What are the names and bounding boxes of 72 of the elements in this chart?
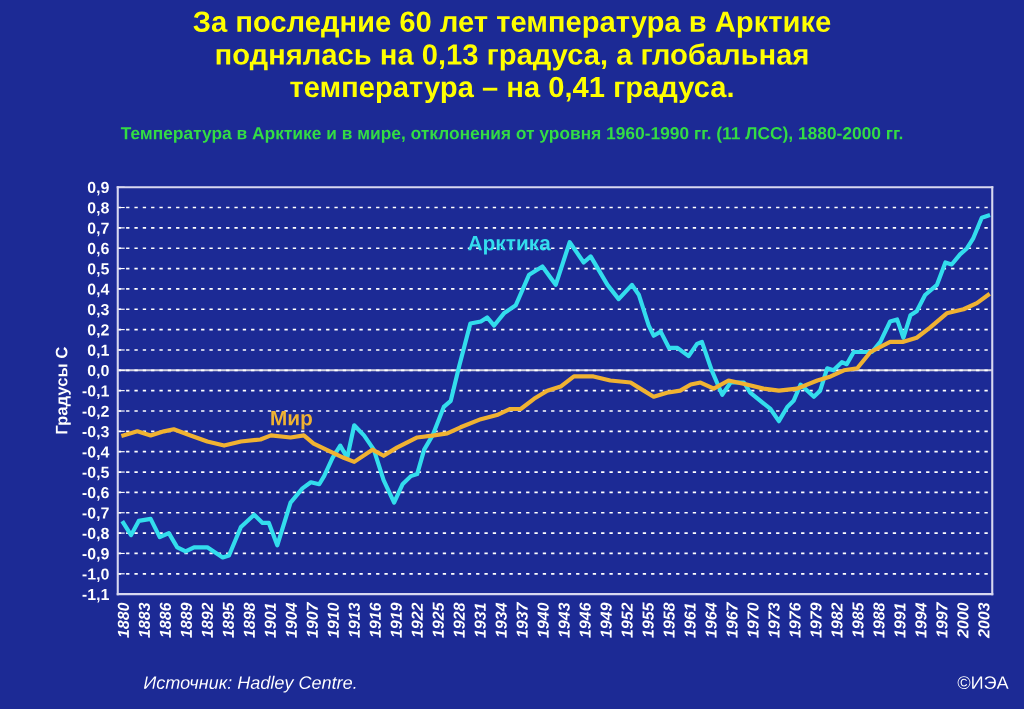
x-tick-label: 1952: [621, 602, 633, 638]
x-tick-label: 1892: [201, 602, 213, 638]
x-tick-label: 1982: [831, 602, 843, 638]
x-tick-label: 1898: [243, 602, 255, 638]
x-tick-label: 1940: [537, 602, 549, 638]
y-tick-label: -0,7: [82, 507, 109, 522]
x-tick-label: 2003: [978, 602, 990, 639]
text: ©ИЭА: [957, 676, 1009, 690]
series-label: Мир: [271, 410, 312, 430]
x-tick-label: 1907: [306, 601, 318, 638]
x-tick-label: 1895: [222, 602, 234, 638]
x-tick-label: 1955: [642, 602, 654, 638]
y-tick-label: 0,6: [87, 242, 109, 257]
x-tick-label: 1883: [138, 602, 151, 638]
x-tick-label: 1889: [180, 602, 193, 638]
x-tick-label: 1904: [285, 602, 297, 638]
x-tick-label: 1997: [936, 601, 948, 638]
chart-subtitle: Температура в Арктике и в мире, отклонения от уровня 1960-1990 гг. (11 ЛСС), 1880-2000 гг.: [120, 126, 903, 143]
x-tick-label: 1925: [432, 602, 444, 638]
x-tick-label: 1970: [747, 602, 759, 638]
y-tick-label: -0,6: [82, 487, 109, 501]
x-tick-label: 1937: [516, 601, 528, 638]
series-label: Арктика: [468, 235, 551, 255]
x-tick-label: 1946: [579, 602, 591, 638]
x-tick-label: 1967: [726, 601, 738, 638]
y-tick-label: -0,8: [82, 527, 109, 542]
x-tick-label: 1994: [915, 602, 927, 638]
line-series: [121, 292, 991, 464]
x-tick-label: 1910: [327, 602, 339, 638]
y-tick-label: 0,3: [87, 303, 109, 318]
x-tick-label: 1985: [852, 602, 864, 638]
chart-title: За последние 60 лет температура в Арктике поднялась на 0,13 градуса, а глобальная температура – на 0,41 градуса.: [193, 11, 831, 104]
x-tick-label: 1979: [810, 602, 822, 638]
x-tick-label: 1916: [369, 602, 381, 638]
y-tick-label: -1,1: [82, 588, 109, 603]
x-tick-label: 1928: [453, 602, 465, 638]
y-tick-label: 0,7: [87, 222, 109, 237]
y-tick-label: -0,1: [82, 385, 109, 399]
y-tick-label: 0,0: [87, 364, 109, 379]
y-tick-label: -0,4: [82, 446, 110, 460]
y-tick-label: 0,2: [87, 324, 109, 338]
y-tick-label: -0,3: [82, 425, 109, 440]
y-tick-label: 0,8: [87, 202, 109, 216]
y-tick-label: 0,4: [87, 283, 110, 298]
text: Источник: Hadley Centre.: [143, 675, 356, 693]
x-tick-label: 1880: [117, 602, 130, 638]
x-tick-label: 2000: [957, 602, 969, 639]
y-tick-label: -0,2: [82, 405, 109, 420]
x-tick-label: 1991: [894, 603, 906, 638]
x-tick-label: 1934: [495, 602, 507, 638]
x-tick-label: 1958: [663, 602, 675, 638]
x-tick-label: 1931: [474, 603, 486, 638]
x-tick-label: 1913: [348, 602, 360, 638]
x-tick-label: 1922: [411, 602, 423, 638]
x-tick-label: 1919: [390, 602, 402, 638]
x-tick-label: 1943: [558, 602, 570, 638]
x-tick-label: 1973: [768, 602, 780, 638]
x-tick-label: 1949: [600, 602, 612, 638]
y-tick-label: 0,9: [87, 181, 109, 196]
line-series: [121, 213, 991, 560]
x-tick-label: 1886: [159, 602, 172, 638]
y-tick-label: 0,1: [87, 344, 109, 359]
y-axis-title: Градусы С: [55, 347, 71, 434]
y-tick-label: -1,0: [82, 568, 109, 583]
x-tick-label: 1976: [789, 602, 801, 638]
x-tick-label: 1988: [873, 602, 885, 638]
x-tick-label: 1964: [705, 602, 717, 638]
y-tick-label: -0,5: [82, 466, 109, 481]
x-tick-label: 1961: [684, 603, 696, 638]
x-tick-label: 1901: [264, 603, 276, 638]
y-tick-label: -0,9: [82, 548, 109, 562]
y-tick-label: 0,5: [87, 263, 109, 277]
